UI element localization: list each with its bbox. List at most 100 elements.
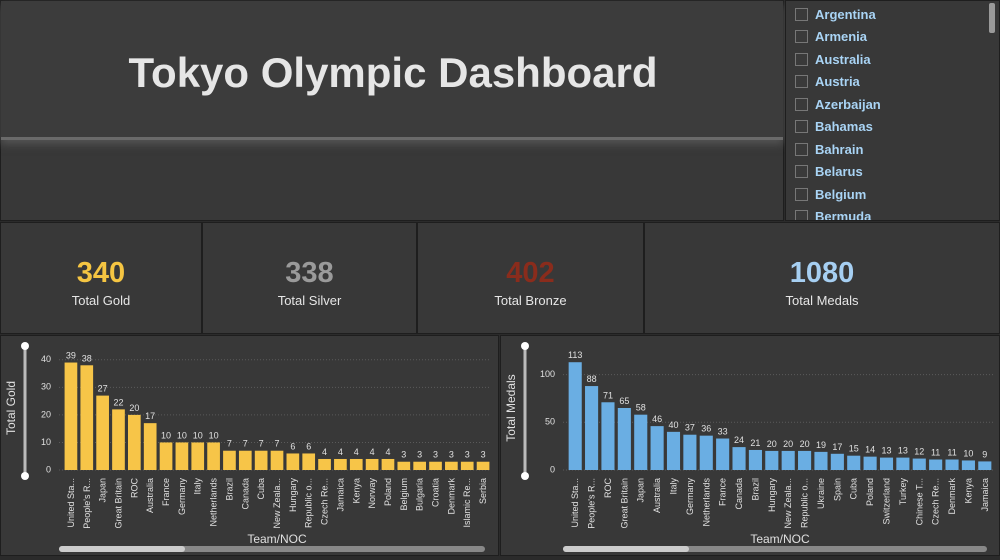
slicer-item[interactable]: Australia [795,50,871,68]
bar[interactable] [896,457,910,470]
bar[interactable] [80,365,94,470]
checkbox[interactable] [795,52,808,66]
bar[interactable] [568,362,582,470]
x-tick-label: Great Britain [113,478,123,529]
data-label: 4 [354,447,359,457]
bar[interactable] [143,423,157,470]
bar[interactable] [847,455,861,470]
slicer-item[interactable]: Austria [795,73,860,91]
bar[interactable] [175,442,189,470]
bar[interactable] [223,450,236,470]
bar[interactable] [601,402,615,470]
checkbox[interactable] [795,165,808,178]
slicer-item[interactable]: Bermuda [795,208,871,220]
slider-handle[interactable] [21,342,29,350]
bar[interactable] [127,414,141,470]
h-scroll-thumb[interactable] [59,546,185,552]
bar[interactable] [476,461,490,470]
scrollbar[interactable] [989,3,995,33]
bar[interactable] [318,458,331,470]
kpi-label: Total Silver [277,293,342,308]
data-label: 13 [898,446,908,456]
bar[interactable] [716,438,730,470]
slicer-item[interactable]: Belgium [795,185,866,203]
bar[interactable] [302,453,316,470]
x-tick-label: Islamic Re... [462,478,472,528]
bar[interactable] [191,442,205,470]
bar[interactable] [112,409,125,470]
checkbox[interactable] [795,142,808,156]
bar[interactable] [413,461,427,470]
bar[interactable] [863,456,877,470]
bar[interactable] [978,461,992,470]
bar[interactable] [207,442,220,470]
bar[interactable] [349,458,363,470]
x-tick-label: Cuba [849,478,859,500]
bar[interactable] [781,450,795,470]
bar[interactable] [429,461,442,470]
bar[interactable] [445,461,458,470]
bar[interactable] [945,459,959,470]
bar[interactable] [634,414,648,470]
bar[interactable] [334,458,347,470]
bar[interactable] [732,447,746,470]
slider-handle[interactable] [521,342,529,350]
bar[interactable] [585,386,599,470]
kpi-label: Total Bronze [494,293,567,308]
slider-handle[interactable] [21,472,29,480]
checkbox[interactable] [795,7,808,21]
bar[interactable] [96,395,109,470]
x-tick-label: Hungary [288,478,298,513]
data-label: 10 [177,430,187,440]
bar[interactable] [929,459,943,470]
bar[interactable] [286,453,300,470]
slicer-item[interactable]: Argentina [795,5,876,23]
bar[interactable] [830,453,844,470]
title-panel: Tokyo Olympic Dashboard [0,0,784,221]
checkbox[interactable] [795,120,808,133]
bar[interactable] [397,461,411,470]
bar[interactable] [254,450,268,470]
checkbox[interactable] [795,210,808,220]
bar[interactable] [683,434,697,470]
data-label: 113 [568,350,582,360]
slicer-item[interactable]: Bahamas [795,118,873,136]
data-label: 21 [750,438,760,448]
bar[interactable] [699,435,713,470]
data-label: 3 [465,450,470,460]
bar[interactable] [912,458,926,470]
slider-handle[interactable] [521,472,529,480]
slicer-item[interactable]: Azerbaijan [795,95,881,113]
x-tick-label: New Zeala... [783,478,793,529]
bar[interactable] [460,461,474,470]
bar[interactable] [238,450,252,470]
bar[interactable] [650,426,664,470]
h-scroll-thumb[interactable] [563,546,689,552]
slicer-item[interactable]: Bahrain [795,140,863,158]
x-tick-label: Republic o... [800,478,810,528]
bar[interactable] [666,431,681,470]
bar[interactable] [64,362,78,470]
checkbox[interactable] [795,75,808,88]
checkbox[interactable] [795,187,808,201]
x-tick-label: Jamaica [980,478,990,512]
checkbox[interactable] [795,30,808,43]
y-tick-label: 0 [46,464,51,474]
bar[interactable] [879,457,894,470]
bar[interactable] [798,450,812,470]
bar[interactable] [961,460,975,470]
bar[interactable] [814,451,828,470]
bar[interactable] [765,450,779,470]
slicer-item[interactable]: Armenia [795,28,867,46]
data-label: 14 [865,445,875,455]
bar[interactable] [381,458,395,470]
bar[interactable] [748,449,762,470]
bar[interactable] [617,408,631,470]
bar[interactable] [159,442,173,470]
bar[interactable] [270,450,284,470]
kpi-label: Total Gold [71,293,131,308]
bar[interactable] [365,458,379,470]
slicer-item[interactable]: Belarus [795,163,863,181]
checkbox[interactable] [795,97,808,111]
